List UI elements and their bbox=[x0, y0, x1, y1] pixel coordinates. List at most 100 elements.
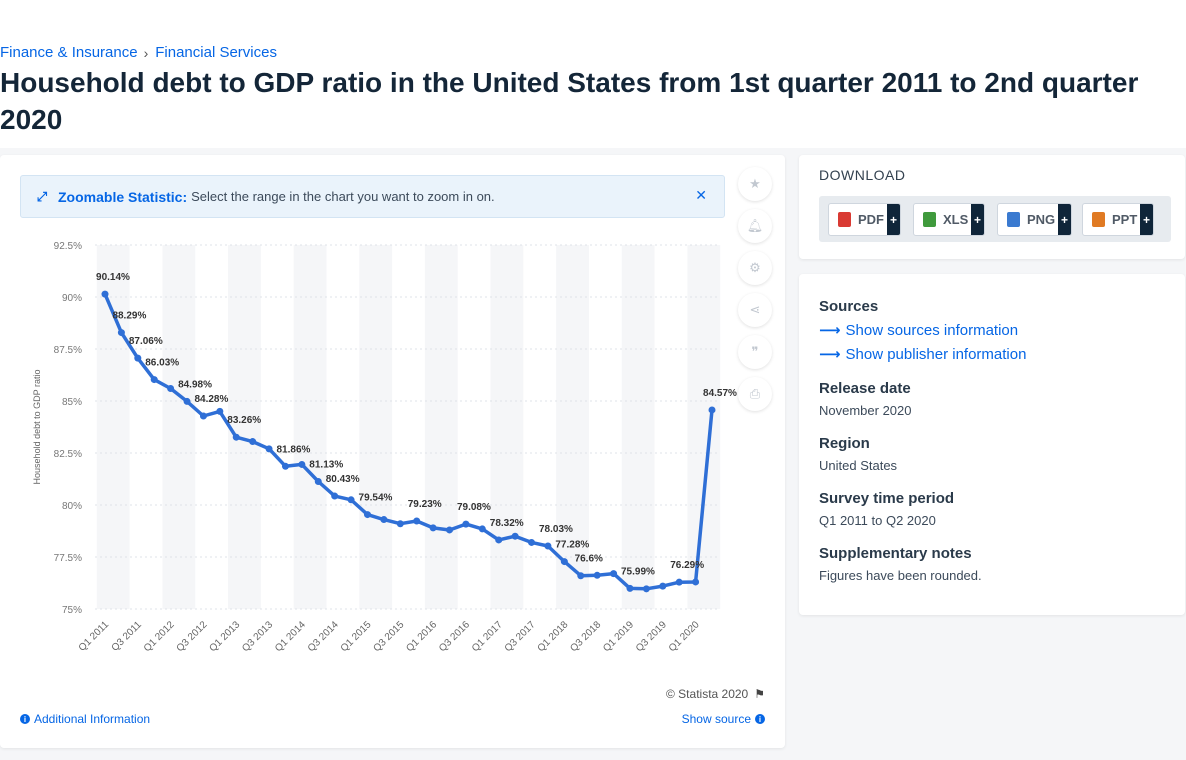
data-point bbox=[314, 477, 322, 485]
download-xls-button[interactable]: XLS + bbox=[913, 203, 985, 236]
show-source-label: Show source bbox=[681, 712, 751, 726]
data-label: 79.54% bbox=[359, 493, 393, 504]
data-point bbox=[150, 376, 158, 384]
data-point bbox=[692, 578, 700, 586]
zoom-notice-title: Zoomable Statistic: bbox=[58, 188, 188, 205]
download-png-label: PNG bbox=[1027, 212, 1056, 227]
data-label: 80.43% bbox=[326, 474, 360, 485]
show-publisher-link[interactable]: ⟶ Show publisher information bbox=[819, 345, 1026, 364]
data-point bbox=[216, 407, 224, 415]
gear-icon[interactable]: ⚙ bbox=[738, 251, 772, 285]
data-label: 84.28% bbox=[194, 394, 228, 405]
data-point bbox=[544, 542, 552, 550]
data-point bbox=[134, 354, 142, 362]
data-point bbox=[265, 445, 273, 453]
print-icon[interactable]: ⎙ bbox=[738, 377, 772, 411]
plus-icon: + bbox=[971, 204, 984, 235]
chart-band bbox=[96, 245, 130, 609]
breadcrumb-item-finance[interactable]: Finance & Insurance bbox=[0, 44, 138, 61]
x-tick-label: Q1 2019 bbox=[601, 619, 636, 654]
arrow-right-icon: ⟶ bbox=[819, 346, 841, 363]
show-sources-label: Show sources information bbox=[845, 321, 1019, 339]
download-pdf-button[interactable]: PDF + bbox=[828, 203, 901, 236]
data-point bbox=[577, 572, 585, 580]
y-tick-label: 82.5% bbox=[54, 449, 82, 460]
y-tick-label: 77.5% bbox=[54, 553, 82, 564]
chart-band bbox=[621, 245, 655, 609]
x-tick-label: Q3 2011 bbox=[110, 619, 145, 654]
supplementary-notes-value: Figures have been rounded. bbox=[819, 568, 982, 583]
x-tick-label: Q3 2012 bbox=[175, 619, 210, 654]
data-point bbox=[298, 460, 306, 468]
y-tick-label: 90% bbox=[62, 293, 82, 304]
page-title: Household debt to GDP ratio in the Unite… bbox=[0, 67, 1139, 135]
chart-band bbox=[228, 245, 261, 609]
zoom-notice-text: Select the range in the chart you want t… bbox=[191, 189, 495, 204]
data-point bbox=[396, 520, 404, 528]
data-point bbox=[446, 526, 454, 534]
breadcrumb-item-financial-services[interactable]: Financial Services bbox=[155, 44, 277, 61]
data-label: 88.29% bbox=[112, 311, 146, 322]
tool-bar: ★ 🔔︎ ⚙ ⋖ ❞ ⎙ bbox=[738, 167, 772, 419]
data-point bbox=[232, 433, 240, 441]
additional-info-label: Additional Information bbox=[34, 712, 151, 726]
download-png-button[interactable]: PNG + bbox=[997, 203, 1072, 236]
share-icon[interactable]: ⋖ bbox=[738, 293, 772, 327]
data-point bbox=[593, 571, 601, 579]
data-point bbox=[708, 406, 716, 414]
data-label: 77.28% bbox=[555, 540, 589, 551]
release-date-label: Release date bbox=[819, 380, 911, 397]
data-point bbox=[462, 520, 470, 528]
plus-icon: + bbox=[1058, 204, 1071, 235]
y-tick-label: 87.5% bbox=[54, 345, 82, 356]
download-title: DOWNLOAD bbox=[819, 167, 906, 183]
chart-svg[interactable]: 75% 77.5% 80% 82.5% 85% 87.5% 90% 92.5% Househol… bbox=[0, 155, 785, 685]
data-label: 86.03% bbox=[145, 358, 179, 369]
star-icon[interactable]: ★ bbox=[738, 167, 772, 201]
data-point bbox=[495, 536, 503, 544]
survey-period-value: Q1 2011 to Q2 2020 bbox=[819, 513, 936, 528]
copyright-text: © Statista 2020 bbox=[666, 687, 749, 701]
expand-icon: ⤢ bbox=[36, 188, 48, 204]
bell-icon[interactable]: 🔔︎ bbox=[738, 209, 772, 243]
chart-band bbox=[490, 245, 524, 609]
arrow-right-icon: ⟶ bbox=[819, 322, 841, 339]
additional-info-link[interactable]: i Additional Information bbox=[20, 712, 150, 726]
data-point bbox=[642, 585, 650, 593]
show-sources-link[interactable]: ⟶ Show sources information bbox=[819, 321, 1019, 340]
x-tick-label: Q1 2011 bbox=[77, 619, 112, 654]
plus-icon: + bbox=[887, 204, 900, 235]
info-icon: i bbox=[20, 714, 30, 724]
data-point bbox=[429, 524, 437, 532]
download-pdf-label: PDF bbox=[858, 212, 884, 227]
quote-icon[interactable]: ❞ bbox=[738, 335, 772, 369]
supplementary-notes-label: Supplementary notes bbox=[819, 545, 972, 562]
x-tick-label: Q3 2014 bbox=[306, 619, 341, 654]
xls-file-icon bbox=[923, 212, 936, 227]
chart-band bbox=[424, 245, 458, 609]
data-point bbox=[183, 397, 191, 405]
data-point bbox=[249, 438, 257, 446]
y-tick-label: 85% bbox=[62, 397, 82, 408]
download-ppt-button[interactable]: PPT + bbox=[1082, 203, 1154, 236]
ppt-file-icon bbox=[1092, 212, 1105, 227]
x-tick-label: Q1 2020 bbox=[667, 619, 702, 654]
data-point bbox=[560, 558, 568, 566]
sources-label: Sources bbox=[819, 298, 879, 315]
show-source-link[interactable]: Show source i bbox=[682, 712, 765, 726]
chart-band bbox=[687, 245, 721, 609]
png-file-icon bbox=[1007, 212, 1020, 227]
x-tick-label: Q1 2018 bbox=[536, 619, 571, 654]
flag-icon[interactable]: ⚑ bbox=[754, 687, 765, 701]
data-label: 83.26% bbox=[227, 415, 261, 426]
x-tick-label: Q1 2017 bbox=[470, 619, 505, 654]
chart-band bbox=[162, 245, 196, 609]
pdf-file-icon bbox=[838, 212, 851, 227]
breadcrumb: Finance & Insurance › Financial Services bbox=[0, 44, 277, 61]
data-point bbox=[511, 532, 519, 540]
data-point bbox=[528, 538, 536, 546]
release-date-value: November 2020 bbox=[819, 403, 912, 418]
close-icon[interactable]: ✕ bbox=[695, 187, 707, 203]
region-value: United States bbox=[819, 458, 898, 473]
header-band bbox=[0, 0, 1186, 148]
